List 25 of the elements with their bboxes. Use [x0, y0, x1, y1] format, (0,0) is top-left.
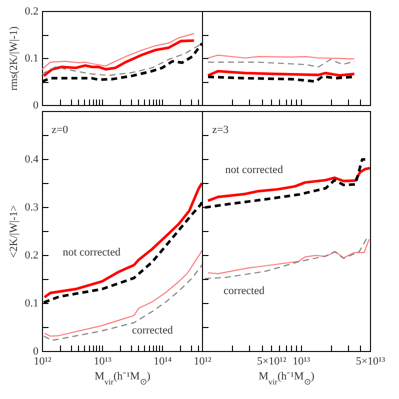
annotation: z=3: [212, 124, 230, 136]
y-tick-label: 0.1: [24, 52, 38, 64]
y-tick-label: 0.1: [24, 298, 38, 310]
annotation: not corrected: [62, 246, 121, 259]
x-tick-label: 10¹²: [194, 356, 212, 368]
y-tick-label: 0: [33, 100, 39, 112]
annotation: corrected: [224, 285, 265, 297]
y-tick-label: 0.4: [24, 154, 39, 166]
x-axis-title: M$_{vir}$(h⁻¹M$_{⊙}$): [94, 370, 151, 386]
x-tick-label: 10¹²: [34, 356, 52, 368]
y-tick-label: 0.2: [24, 250, 38, 262]
annotation: z=0: [52, 124, 69, 136]
y-tick-label: 0.3: [24, 202, 39, 214]
y-tick-label: 0.2: [24, 6, 38, 18]
y-axis-title: rms(2K/|W|-1): [8, 26, 20, 91]
y-tick-label: 0: [33, 346, 39, 358]
annotation: not corrected: [225, 164, 284, 176]
y-axis-title: <2K/|W|-1>: [8, 205, 20, 258]
annotation: corrected: [132, 324, 174, 337]
x-tick-label: 5×10¹²: [256, 356, 287, 368]
x-tick-label: 10¹⁴: [154, 356, 172, 368]
x-axis-title: M$_{vir}$(h⁻¹M$_{⊙}$): [258, 370, 315, 386]
x-tick-label: 10¹³: [292, 356, 311, 368]
x-tick-label: 10¹³: [94, 356, 112, 368]
x-tick-label: 5×10¹³: [356, 356, 386, 368]
